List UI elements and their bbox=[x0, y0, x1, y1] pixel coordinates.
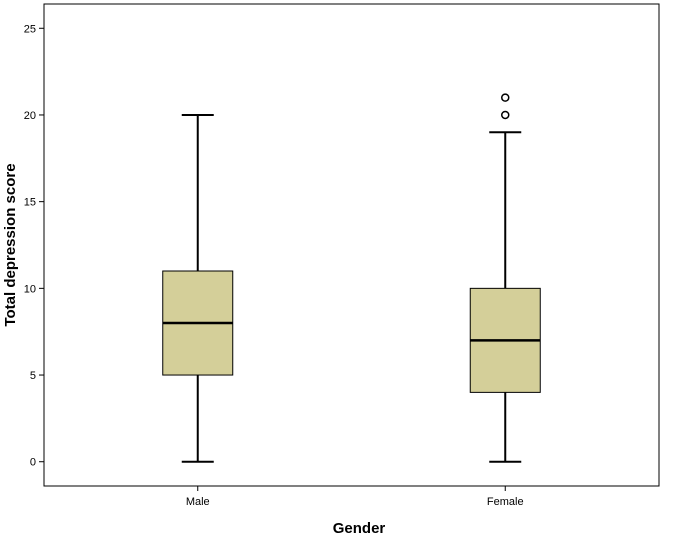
y-tick-label: 15 bbox=[24, 197, 36, 209]
x-axis-title: Gender bbox=[333, 520, 386, 537]
boxes bbox=[162, 93, 541, 463]
plot-area bbox=[43, 3, 660, 487]
x-tick-label: Male bbox=[186, 496, 210, 508]
y-tick-label: 25 bbox=[24, 23, 36, 35]
y-tick-label: 10 bbox=[24, 283, 36, 295]
y-axis: 0 5 10 15 20 25 bbox=[24, 23, 44, 469]
box-female bbox=[469, 93, 541, 463]
x-tick-label: Female bbox=[487, 496, 524, 508]
y-tick-label: 5 bbox=[30, 370, 36, 382]
outlier-point bbox=[501, 93, 510, 102]
box-male bbox=[162, 113, 234, 463]
y-tick-label: 20 bbox=[24, 110, 36, 122]
x-axis: Male Female bbox=[186, 486, 524, 508]
outlier-point bbox=[501, 110, 510, 120]
y-axis-title: Total depression score bbox=[2, 163, 19, 326]
y-tick-label: 0 bbox=[30, 457, 36, 469]
